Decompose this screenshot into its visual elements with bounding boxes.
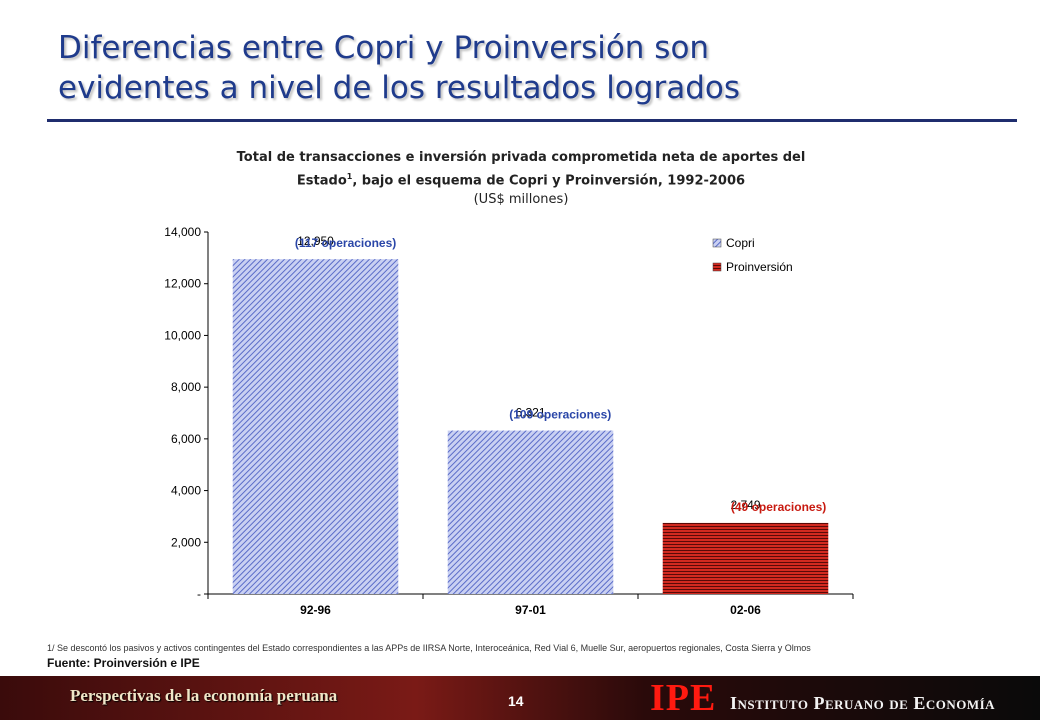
title-divider (47, 119, 1017, 122)
institute-name: Instituto Peruano de Economía (730, 693, 996, 713)
bar-annotation: (117 operaciones) (295, 236, 396, 250)
x-tick-label: 02-06 (730, 603, 761, 617)
bar-97-01 (447, 430, 614, 594)
chart-labels: 12,950(117 operaciones) 92-96 6,321(109 op… (295, 234, 826, 617)
slide-title-line1: Diferencias entre Copri y Proinversión s… (58, 30, 710, 66)
y-tick-label: 14,000 (164, 225, 201, 239)
bar-92-96 (232, 259, 399, 594)
bar-02-06 (662, 522, 829, 594)
y-tick-label: - (197, 587, 201, 601)
slide-title: Diferencias entre Copri y Proinversión s… (58, 28, 1018, 108)
footer-bar: Perspectivas de la economía peruana 14 I… (0, 676, 1040, 720)
bar-annotation: (109 operaciones) (509, 408, 611, 422)
y-tick-label: 12,000 (164, 277, 201, 291)
chart-units: (US$ millones) (473, 192, 569, 208)
legend-swatch (712, 262, 722, 272)
ipe-logo: IPE (650, 677, 717, 719)
bar-annotation: (49 operaciones) (731, 500, 826, 514)
y-tick-label: 6,000 (171, 432, 201, 446)
legend-swatch (712, 238, 722, 248)
legend-label: Copri (726, 236, 755, 250)
y-tick-label: 10,000 (164, 328, 201, 342)
chart-title-line1: Total de transacciones e inversión priva… (236, 150, 806, 165)
chart-title-line2-pre: Estado (296, 173, 347, 189)
footnote: 1/ Se descontó los pasivos y activos con… (47, 643, 811, 653)
y-tick-label: 2,000 (171, 535, 201, 549)
y-tick-label: 4,000 (171, 484, 201, 498)
bar-chart: -2,0004,0006,0008,00010,00012,00014,000 … (164, 225, 854, 617)
chart-legend: Copri Proinversión (712, 236, 793, 274)
chart-title-footnote-mark: 1 (346, 172, 353, 181)
legend-label: Proinversión (726, 260, 793, 274)
page-number: 14 (508, 693, 524, 709)
bar-value-label: 6,321 (515, 406, 545, 420)
chart-title-line2: Estado1, bajo el esquema de Copri y Proi… (100, 167, 942, 190)
bar-value-label: 12,950 (297, 234, 334, 248)
y-tick-label: 8,000 (171, 380, 201, 394)
chart-title: Total de transacciones e inversión priva… (100, 148, 942, 209)
x-tick-label: 92-96 (300, 603, 331, 617)
footer-series-name: Perspectivas de la economía peruana (70, 686, 338, 705)
chart-title-line2-post: , bajo el esquema de Copri y Proinversió… (352, 173, 746, 189)
chart-bars (232, 259, 829, 594)
slide-title-line2: evidentes a nivel de los resultados logr… (58, 70, 740, 106)
bar-value-label: 2,749 (730, 498, 760, 512)
x-tick-label: 97-01 (515, 603, 546, 617)
source-note: Fuente: Proinversión e IPE (47, 656, 200, 670)
